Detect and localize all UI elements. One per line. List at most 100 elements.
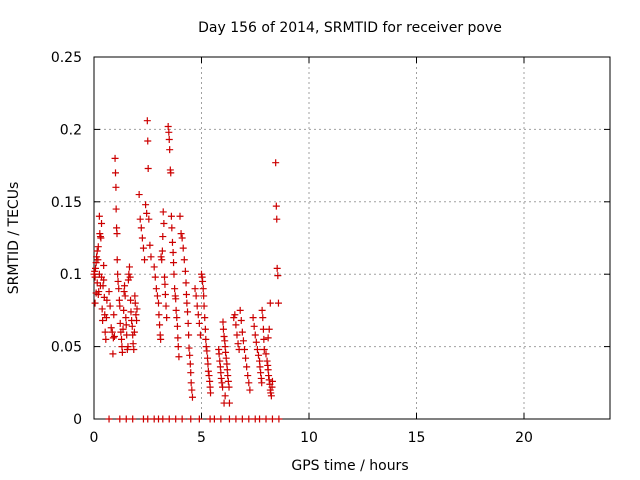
- data-point: [105, 288, 113, 296]
- data-point: [105, 415, 113, 423]
- data-point: [139, 244, 147, 252]
- data-point: [266, 299, 274, 307]
- data-point: [274, 299, 282, 307]
- plot-frame: [93, 56, 611, 420]
- data-point: [98, 273, 106, 281]
- data-point: [114, 277, 122, 285]
- data-point: [125, 263, 133, 271]
- data-point: [131, 299, 139, 307]
- data-point: [137, 224, 145, 232]
- data-point: [96, 282, 104, 290]
- data-point: [224, 377, 232, 385]
- data-point: [115, 285, 123, 293]
- data-point: [122, 314, 130, 322]
- data-point: [193, 302, 201, 310]
- y-tick-label: 0: [73, 412, 82, 428]
- data-point: [131, 292, 139, 300]
- data-point: [232, 321, 240, 329]
- data-point: [143, 117, 151, 125]
- data-point: [144, 415, 152, 423]
- data-point: [129, 415, 137, 423]
- data-point: [234, 340, 242, 348]
- data-point: [108, 328, 116, 336]
- data-point: [133, 317, 141, 325]
- data-point: [163, 314, 171, 322]
- x-tick-label: 10: [300, 430, 318, 446]
- y-tick-label: 0.15: [51, 195, 82, 211]
- data-point: [219, 325, 227, 333]
- data-point: [99, 317, 107, 325]
- data-point: [204, 367, 212, 375]
- data-point: [188, 386, 196, 394]
- data-point: [165, 415, 173, 423]
- data-point: [177, 230, 185, 238]
- data-point: [272, 202, 280, 210]
- data-point: [172, 295, 180, 303]
- data-point: [184, 308, 192, 316]
- data-point: [92, 264, 100, 272]
- data-point: [200, 292, 208, 300]
- data-point: [195, 319, 203, 327]
- data-point: [241, 345, 248, 353]
- data-point: [144, 164, 152, 172]
- y-tick-label: 0.1: [60, 267, 82, 283]
- data-point: [250, 322, 258, 330]
- data-point: [145, 215, 153, 223]
- data-point: [146, 241, 154, 249]
- data-point: [215, 350, 223, 358]
- data-point: [265, 376, 273, 384]
- data-point: [122, 415, 130, 423]
- data-point: [168, 224, 176, 232]
- data-point: [116, 302, 124, 310]
- data-point: [100, 262, 108, 270]
- y-tick-label: 0.25: [51, 50, 82, 66]
- data-point: [156, 321, 164, 329]
- data-point: [253, 345, 261, 353]
- data-point: [201, 314, 209, 322]
- data-point: [187, 369, 195, 377]
- data-point: [236, 306, 244, 314]
- data-point: [274, 272, 282, 280]
- data-point: [93, 247, 101, 255]
- data-point: [258, 379, 266, 387]
- data-point: [264, 334, 272, 342]
- data-point: [199, 277, 207, 285]
- data-point: [252, 338, 260, 346]
- data-point: [180, 256, 188, 264]
- data-point: [207, 389, 215, 397]
- data-point: [185, 331, 193, 339]
- data-point: [112, 205, 120, 213]
- data-point: [187, 379, 195, 387]
- data-point: [132, 311, 140, 319]
- data-point: [98, 305, 106, 313]
- data-point: [95, 212, 103, 220]
- data-point: [101, 328, 109, 336]
- x-tick-label: 20: [515, 430, 533, 446]
- data-point: [94, 243, 102, 251]
- data-point: [224, 372, 232, 380]
- data-point: [166, 146, 174, 154]
- data-point: [120, 306, 128, 314]
- data-point: [141, 256, 149, 264]
- data-point: [231, 311, 239, 319]
- data-point: [183, 299, 191, 307]
- data-point: [182, 279, 190, 287]
- data-point: [124, 343, 132, 351]
- data-point: [251, 331, 259, 339]
- data-point: [222, 348, 230, 356]
- data-point: [167, 169, 175, 177]
- data-point: [258, 306, 266, 314]
- data-point: [116, 319, 124, 327]
- data-point: [186, 360, 194, 368]
- data-point: [237, 317, 245, 325]
- data-point: [172, 415, 180, 423]
- data-point: [160, 220, 168, 228]
- data-point: [165, 128, 173, 136]
- data-point: [144, 137, 152, 145]
- data-point: [181, 267, 189, 275]
- data-point: [173, 314, 181, 322]
- data-point: [161, 290, 169, 298]
- data-point: [94, 256, 102, 264]
- data-point: [167, 212, 175, 220]
